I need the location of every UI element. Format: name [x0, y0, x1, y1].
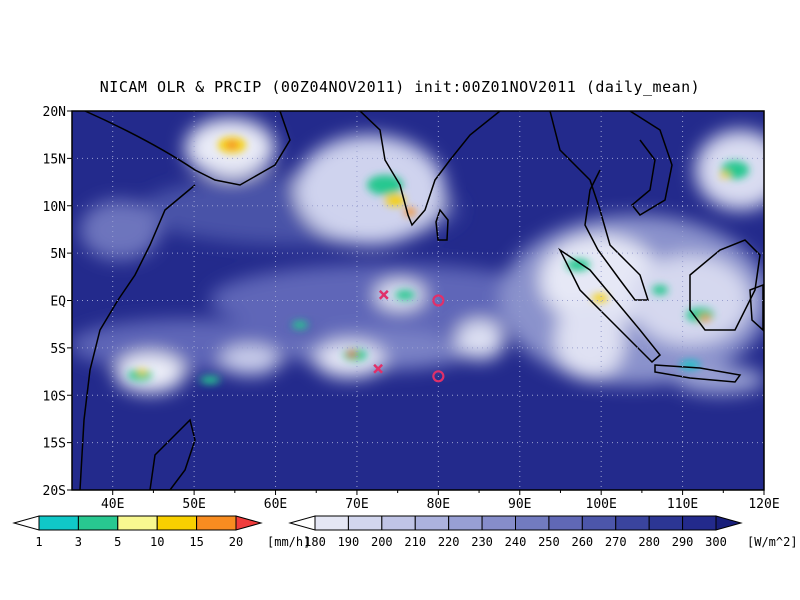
- plot-frame: [71, 110, 765, 491]
- colorbar-label: 270: [605, 535, 627, 549]
- colorbar-label: 3: [75, 535, 82, 549]
- colorbar-segment: [648, 515, 684, 531]
- lon-tick-label: 120E: [748, 497, 779, 512]
- coastline-java: [654, 364, 742, 383]
- axis-ticks: 20N 15N 10N 5N EQ 5S 10S 15S 20S 40E 50E 60E 70E 80E 9…: [43, 105, 780, 512]
- colorbar-label: 210: [404, 535, 426, 549]
- x-marker: [373, 363, 383, 374]
- coastline-borneo: [689, 239, 761, 331]
- lat-tick-label: 15S: [43, 437, 66, 452]
- colorbar-segment: [481, 515, 517, 531]
- markers: [373, 289, 445, 383]
- gridlines: [72, 111, 764, 490]
- colorbar-label: 240: [505, 535, 527, 549]
- colorbar-label: 180: [304, 535, 326, 549]
- colorbar-label: 1: [35, 535, 42, 549]
- colorbar-segment: [117, 515, 158, 531]
- circle-marker: [432, 370, 445, 383]
- colorbar-segment: [448, 515, 483, 531]
- olr-cloud-field: [72, 118, 764, 394]
- coastline-sri-lanka: [435, 208, 449, 241]
- colorbar-label: 290: [672, 535, 694, 549]
- lon-tick-label: 50E: [182, 497, 205, 512]
- colorbar-label: 250: [538, 535, 560, 549]
- lon-tick-label: 70E: [345, 497, 368, 512]
- colorbar-segment: [414, 515, 450, 531]
- colorbar-label: 190: [338, 535, 360, 549]
- colorbar-segment: [581, 515, 617, 531]
- colorbar-segment: [682, 515, 717, 531]
- colorbar-label: 10: [150, 535, 164, 549]
- colorbar-segment: [314, 515, 349, 531]
- colorbar-min-triangle: [288, 515, 316, 531]
- colorbar-label: 220: [438, 535, 460, 549]
- x-marker: [378, 289, 389, 300]
- colorbar-segment: [38, 515, 79, 531]
- colorbar-segment: [196, 515, 237, 531]
- colorbar-segment: [515, 515, 550, 531]
- lat-tick-label: 5S: [50, 342, 66, 357]
- colorbar-label: 5: [114, 535, 121, 549]
- colorbar-segment: [548, 515, 583, 531]
- colorbar-max-triangle: [715, 515, 743, 531]
- lat-tick-label: 10N: [43, 200, 66, 215]
- colorbar-label: 15: [189, 535, 203, 549]
- coastline-india: [359, 111, 501, 227]
- coastline-sumatra: [558, 247, 662, 364]
- lat-tick-label: 20S: [43, 484, 66, 499]
- precip-field: [128, 137, 749, 384]
- colorbar-unit: [mm/h]: [267, 535, 310, 549]
- lat-tick-label: 5N: [50, 247, 66, 262]
- lon-tick-label: 90E: [508, 497, 531, 512]
- lon-tick-label: 80E: [427, 497, 450, 512]
- coastline-sulawesi: [749, 283, 764, 332]
- colorbar-label: 230: [471, 535, 493, 549]
- colorbar-segment: [156, 515, 198, 531]
- colorbar-unit: [W/m^2]: [747, 535, 798, 549]
- coastline-indochina: [629, 111, 673, 216]
- olr-colorbar: 180 190 200 210 220 230 240 250 260 270 280 290 300 […: [288, 515, 798, 549]
- colorbar-label: 280: [638, 535, 660, 549]
- colorbar-segment: [381, 515, 416, 531]
- lat-tick-label: EQ: [50, 295, 66, 310]
- colorbar-label: 200: [371, 535, 393, 549]
- lon-tick-label: 100E: [586, 497, 617, 512]
- lon-tick-label: 40E: [101, 497, 124, 512]
- lat-tick-label: 20N: [43, 105, 66, 120]
- colorbar-label: 260: [571, 535, 593, 549]
- lat-tick-label: 15N: [43, 152, 66, 167]
- colorbar-segment: [347, 515, 383, 531]
- coastline-arabia: [84, 111, 291, 186]
- colorbar-segment: [77, 515, 119, 531]
- colorbar-segment: [615, 515, 650, 531]
- lon-tick-label: 110E: [667, 497, 698, 512]
- lat-tick-label: 10S: [43, 389, 66, 404]
- precip-colorbar: 1 3 5 10 15 20 [mm/h]: [12, 515, 310, 549]
- map-title: NICAM OLR & PRCIP (00Z04NOV2011) init:00…: [99, 78, 701, 96]
- colorbar-min-triangle: [12, 515, 40, 531]
- lon-tick-label: 60E: [264, 497, 287, 512]
- colorbar-label: 300: [705, 535, 727, 549]
- colorbar-max-triangle: [235, 515, 263, 531]
- colorbar-label: 20: [229, 535, 243, 549]
- circle-marker: [432, 294, 445, 307]
